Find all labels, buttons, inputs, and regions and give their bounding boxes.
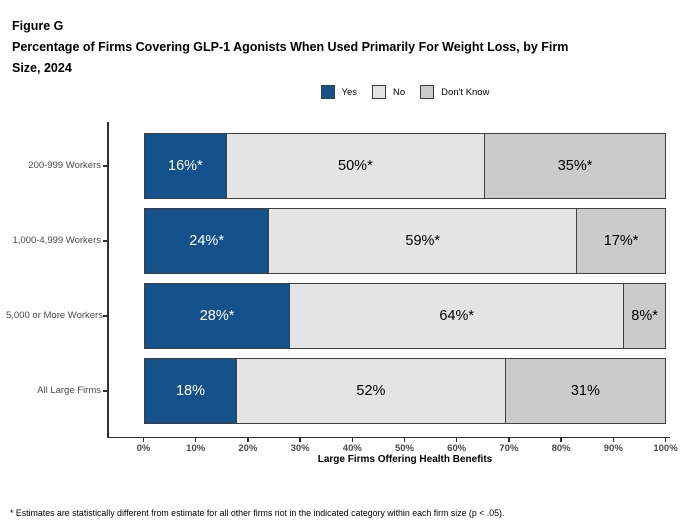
y-axis-tick [102, 315, 107, 317]
bar-row-1-000-4-999-workers: 24%* 59%* 17%* [144, 208, 666, 274]
bar-segment-no-1-000-4-999-workers: 59%* [269, 208, 578, 274]
x-axis-tick-label: 80% [551, 443, 571, 454]
x-axis-tick [142, 437, 145, 442]
y-axis-label-5-000-or-more-workers: 5,000 or More Workers [6, 310, 103, 321]
x-axis-title: Large Firms Offering Health Benefits [317, 454, 493, 465]
bar-segment-don-t-know-1-000-4-999-workers: 17%* [577, 208, 666, 274]
legend-swatch-no [372, 85, 387, 99]
x-axis-tick-label: 20% [238, 443, 258, 454]
x-axis-tick-label: 30% [290, 443, 310, 454]
y-axis-tick [102, 165, 107, 167]
x-axis-tick-label: 0% [136, 443, 151, 454]
bar-segment-don-t-know-5-000-or-more-workers: 8%* [624, 283, 666, 349]
bar-row-all-large-firms: 18% 52% 31% [144, 358, 666, 424]
bar-segment-yes-5-000-or-more-workers: 28%* [144, 283, 291, 349]
x-axis-tick [403, 437, 406, 442]
x-axis-tick [299, 437, 301, 442]
legend-label: Yes [341, 86, 358, 98]
legend-swatch-yes [320, 85, 335, 99]
legend-item-no: No [372, 85, 405, 99]
x-axis-tick [455, 437, 458, 442]
x-axis-tick-label: 60% [447, 443, 467, 454]
bar-segment-no-all-large-firms: 52% [237, 358, 506, 424]
x-axis-tick-label: 100% [653, 443, 678, 454]
x-axis-tick-label: 90% [603, 443, 623, 454]
bar-segment-no-200-999-workers: 50%* [226, 133, 486, 199]
legend-item-yes: Yes [320, 85, 358, 99]
y-axis-label-1-000-4-999-workers: 1,000-4,999 Workers [12, 235, 101, 246]
chart-legend: Yes No Don't Know [144, 85, 666, 99]
x-axis-tick-label: 10% [186, 443, 206, 454]
y-axis-label-200-999-workers: 200-999 Workers [28, 160, 101, 171]
bar-segment-don-t-know-all-large-firms: 31% [505, 358, 666, 424]
x-axis-tick [560, 437, 562, 442]
figure-label: Figure G [12, 19, 64, 33]
x-axis-tick [351, 437, 354, 442]
bar-segment-yes-1-000-4-999-workers: 24%* [144, 208, 270, 274]
legend-item-don-t-know: Don't Know [420, 85, 489, 99]
x-axis-tick-label: 40% [342, 443, 362, 454]
y-axis-tick [102, 240, 107, 242]
footnotes: * Estimates are statistically different … [10, 477, 690, 525]
legend-label: Don't Know [441, 86, 490, 98]
bar-row-5-000-or-more-workers: 28%* 64%* 8%* [144, 283, 666, 349]
x-axis-tick [612, 437, 615, 442]
title-block: Figure G Percentage of Firms Covering GL… [12, 16, 652, 79]
figure-title: Percentage of Firms Covering GLP-1 Agoni… [12, 40, 569, 75]
x-axis-tick-label: 50% [394, 443, 415, 454]
y-axis-label-all-large-firms: All Large Firms [37, 385, 101, 396]
bar-segment-no-5-000-or-more-workers: 64%* [290, 283, 625, 349]
x-axis-line [107, 436, 670, 438]
y-axis-tick [102, 390, 107, 392]
x-axis-tick [194, 437, 197, 442]
bar-segment-yes-200-999-workers: 16%* [144, 133, 227, 199]
x-axis-tick [508, 437, 510, 442]
bar-segment-don-t-know-200-999-workers: 35%* [485, 133, 666, 199]
legend-swatch-don-t-know [420, 85, 435, 99]
bar-segment-yes-all-large-firms: 18% [144, 358, 238, 424]
y-axis-line [107, 122, 109, 437]
x-axis-tick [664, 437, 667, 442]
legend-label: No [393, 86, 406, 98]
footnote-asterisk: * Estimates are statistically different … [10, 508, 505, 519]
x-axis-tick [247, 437, 249, 442]
bar-row-200-999-workers: 16%* 50%* 35%* [144, 133, 666, 199]
x-axis-tick-label: 70% [499, 443, 519, 454]
